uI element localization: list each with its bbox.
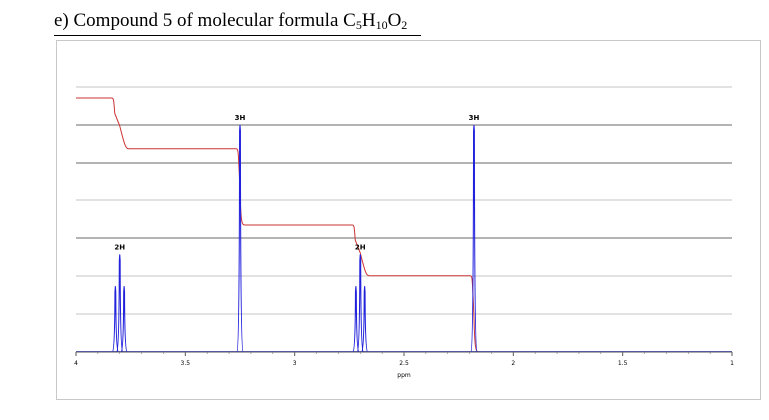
chart-frame	[56, 40, 761, 400]
peak-integration-label: 3H	[469, 114, 480, 122]
x-tick-label: 4	[74, 360, 78, 367]
gridlines	[76, 86, 732, 315]
peak-labels: 2H 3H 2H 3H	[114, 114, 479, 251]
x-tick-label: 1	[730, 360, 734, 367]
spectrum-peak	[116, 254, 124, 353]
page-title: e) Compound 5 of molecular formula C5H10…	[54, 10, 422, 36]
spectrum-peak	[120, 286, 128, 353]
x-axis: 4 3.5 3 2.5 2 1.5 1 ppm	[74, 351, 734, 379]
peak-integration-label: 2H	[114, 243, 125, 251]
spectrum-peak	[111, 286, 119, 353]
spectrum-peak	[470, 124, 478, 353]
spectrum-peak	[352, 286, 360, 353]
spectrum-peak	[236, 124, 244, 353]
x-tick-label: 2.5	[399, 360, 409, 367]
peak-integration-label: 2H	[355, 243, 366, 251]
x-tick-label: 3	[293, 360, 297, 367]
x-tick-label: 2	[511, 360, 515, 367]
peak-integration-label: 3H	[235, 114, 246, 122]
spectrum-peak	[356, 254, 364, 353]
x-tick-label: 1.5	[618, 360, 628, 367]
x-axis-label: ppm	[397, 372, 411, 379]
x-tick-label: 3.5	[181, 360, 191, 367]
spectrum-peak	[361, 286, 369, 353]
